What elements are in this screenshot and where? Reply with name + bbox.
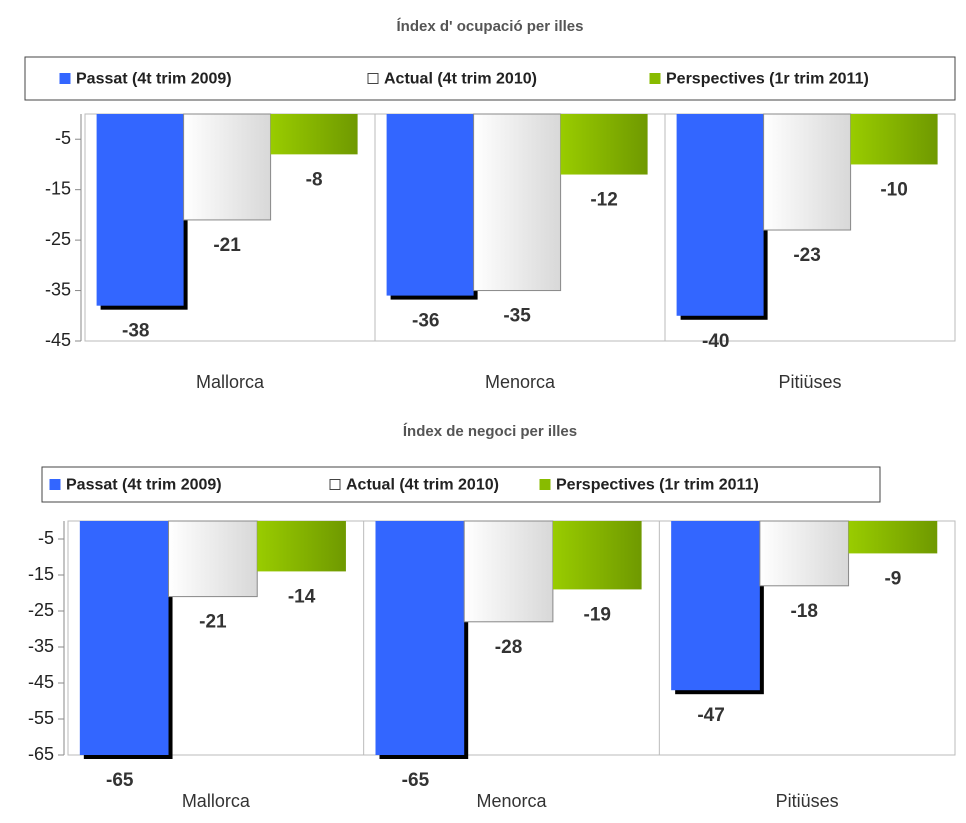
legend-label: Perspectives (1r trim 2011) [556, 477, 759, 494]
bar [848, 521, 938, 554]
legend-box [41, 466, 881, 503]
data-label: -18 [790, 601, 817, 622]
data-label: -12 [590, 190, 617, 211]
data-label: -21 [213, 235, 241, 256]
x-tick-label: Mallorca [182, 791, 251, 811]
legend-label: Perspectives (1r trim 2011) [666, 71, 869, 88]
legend-label: Passat (4t trim 2009) [76, 71, 232, 88]
legend-swatch [649, 73, 661, 84]
data-label: -47 [697, 705, 724, 726]
bar [473, 113, 562, 292]
y-tick-label: -45 [28, 672, 54, 692]
legend-label: Passat (4t trim 2009) [66, 477, 222, 494]
y-tick-label: -5 [55, 128, 71, 148]
bar [386, 114, 474, 296]
y-tick-label: -25 [28, 600, 54, 620]
chart-title: Índex d' ocupació per illes [397, 18, 584, 35]
x-tick-label: Menorca [485, 372, 556, 392]
legend-swatch [367, 73, 379, 84]
chart-title: Índex de negoci per illes [403, 423, 577, 440]
bar [671, 521, 760, 691]
bar [79, 521, 169, 755]
y-tick-label: -35 [28, 636, 54, 656]
x-tick-label: Mallorca [196, 372, 265, 392]
legend-swatch [329, 479, 341, 490]
legend-box [24, 56, 956, 101]
data-label: -65 [106, 770, 134, 791]
y-tick-label: -25 [45, 229, 71, 249]
y-tick-label: -15 [28, 564, 54, 584]
x-tick-label: Pitiüses [778, 372, 841, 392]
bar [168, 520, 258, 598]
bar [270, 114, 358, 155]
x-tick-label: Menorca [476, 791, 547, 811]
data-label: -8 [306, 169, 323, 190]
x-tick-label: Pitiüses [776, 791, 839, 811]
data-label: -36 [412, 311, 439, 332]
bar [560, 114, 648, 175]
bar [759, 520, 850, 587]
bar [676, 114, 764, 316]
data-label: -38 [122, 321, 149, 342]
bar [763, 113, 852, 231]
legend-label: Actual (4t trim 2010) [346, 477, 499, 494]
y-tick-label: -65 [28, 744, 54, 764]
bar [183, 113, 272, 221]
data-label: -40 [702, 331, 729, 352]
data-label: -14 [288, 586, 316, 607]
bar [850, 114, 938, 165]
y-tick-label: -55 [28, 708, 54, 728]
bar [552, 521, 642, 590]
bar [375, 521, 465, 755]
bar [257, 521, 346, 572]
data-label: -23 [793, 245, 820, 266]
legend-swatch [49, 479, 61, 490]
bar [463, 520, 554, 623]
legend-swatch [539, 479, 551, 490]
data-label: -10 [880, 179, 907, 200]
y-tick-label: -5 [38, 528, 54, 548]
legend-swatch [59, 73, 71, 84]
data-label: -19 [584, 604, 611, 625]
y-tick-label: -35 [45, 279, 71, 299]
data-label: -65 [402, 770, 430, 791]
data-label: -28 [495, 637, 522, 658]
data-label: -35 [503, 306, 531, 327]
data-label: -9 [884, 568, 901, 589]
bar [96, 114, 184, 306]
legend-label: Actual (4t trim 2010) [384, 71, 537, 88]
y-tick-label: -45 [45, 330, 71, 350]
y-tick-label: -15 [45, 178, 71, 198]
data-label: -21 [199, 612, 227, 633]
